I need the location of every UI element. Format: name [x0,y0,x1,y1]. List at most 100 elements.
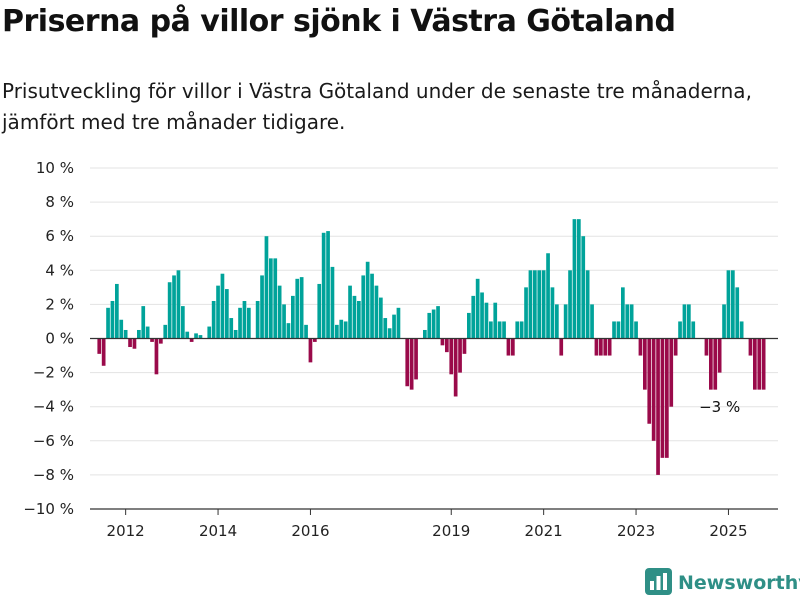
bar [423,329,427,339]
bar [682,304,687,339]
bar [431,309,436,339]
bar [436,306,440,339]
bar [660,338,665,458]
bar [110,300,115,339]
y-tick-label: −4 % [33,398,74,416]
bar [594,338,599,356]
bar [264,236,269,339]
bar [568,270,572,339]
bar [709,338,713,390]
bar [176,270,181,339]
bar [145,326,150,339]
bar-chart: 10 % 8 % 6 % 4 % 2 % 0 % −2 % −4 % −6 % −8 % −10 %… [23,159,778,540]
bar [291,295,295,339]
bar [722,304,726,339]
bar [647,338,652,424]
bar [471,295,476,339]
bar [295,278,300,339]
brand[interactable]: Newsworthy [645,567,800,598]
bar [612,321,616,339]
bar [194,333,198,339]
bar [383,318,388,339]
bar [330,266,335,339]
bar [555,304,559,339]
bar [233,329,238,339]
bar [387,328,392,339]
x-tick-label: 2021 [525,522,563,540]
bar [97,338,102,354]
y-tick-label: 2 % [45,295,74,313]
brand-name: Newsworthy [678,572,800,594]
bar [634,321,638,339]
bar [159,338,163,344]
bar [352,295,357,339]
bar [489,321,493,339]
bar [757,338,762,390]
bar [405,338,410,387]
bar [704,338,709,356]
bar [546,253,550,339]
y-tick-label: −10 % [23,500,74,518]
bar [409,338,414,390]
bar [181,306,185,339]
bar [357,300,361,339]
bar [502,321,506,339]
bar [735,287,740,339]
bar [374,285,379,339]
x-tick-label: 2014 [199,522,237,540]
y-tick-label: 4 % [45,261,74,279]
bar [370,273,374,339]
bar [726,270,731,339]
bar [427,312,432,339]
bar [585,270,590,339]
bar [392,314,396,339]
bar [511,338,515,356]
y-tick-label: −6 % [33,432,74,450]
bar [590,304,594,339]
y-tick-label: 0 % [45,330,74,348]
bar [189,338,194,342]
bar [229,318,234,339]
bar [220,273,225,339]
bar [458,338,462,373]
bar [541,270,546,339]
y-tick-label: 10 % [36,159,74,177]
y-tick-label: −8 % [33,466,74,484]
bar [761,338,766,390]
bar [216,285,220,339]
bar [638,338,643,356]
y-tick-label: 6 % [45,227,74,245]
x-tick-label: 2012 [107,522,145,540]
bar [656,338,660,475]
bar [172,275,176,339]
bar [317,283,322,339]
bar [141,306,146,339]
bar [396,307,401,339]
bar [753,338,757,390]
bar [414,338,418,380]
chart-subtitle: Prisutveckling för villor i Västra Götal… [2,79,752,134]
bar [348,285,352,339]
bar [185,331,190,339]
bar [484,302,489,339]
bar [673,338,678,356]
bar [691,321,696,339]
bar [739,321,744,339]
y-tick-label: −2 % [33,364,74,382]
x-axis: 2012 2014 2016 2019 2021 2023 2025 [90,508,778,540]
bar [132,338,137,349]
bar [167,282,172,339]
bar [313,338,317,342]
bar [480,292,484,339]
x-tick-label: 2025 [709,522,747,540]
bar [260,275,264,339]
bar [238,307,242,339]
bar [678,321,682,339]
bar [379,297,383,339]
bar [273,258,278,339]
bar [339,319,344,339]
bar [299,277,304,339]
bar [119,319,124,339]
bar [154,338,159,375]
bar [528,270,533,339]
